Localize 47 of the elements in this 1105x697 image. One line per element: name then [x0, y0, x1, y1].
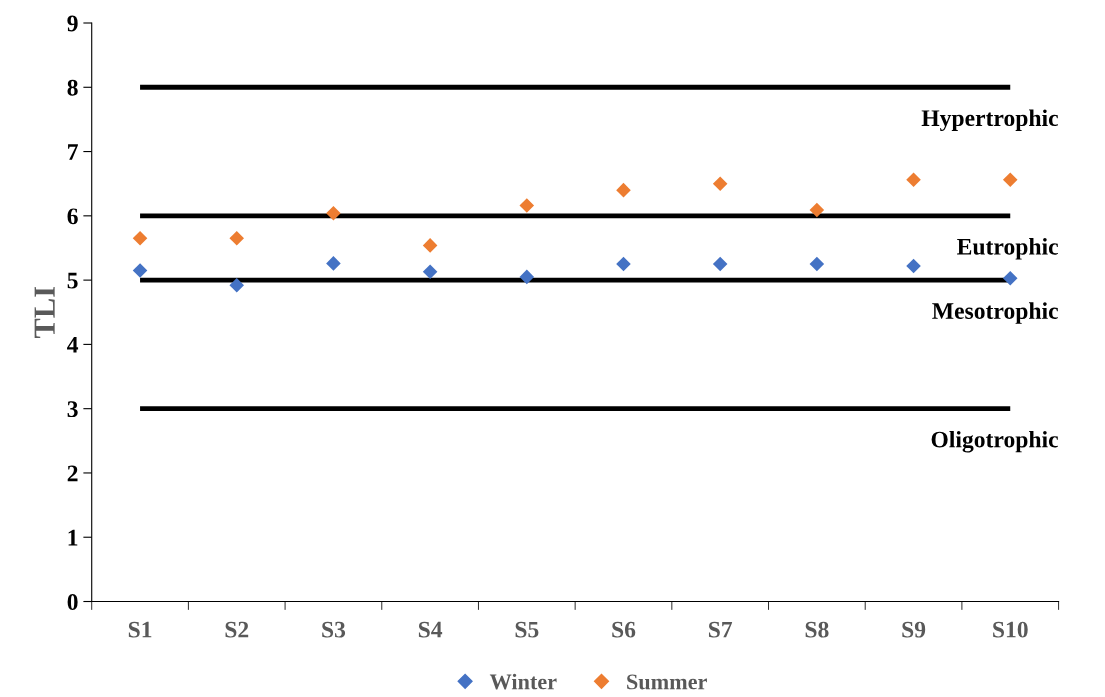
y-tick-label: 7	[68, 144, 78, 160]
y-tick-label: 0	[67, 594, 78, 610]
point	[229, 277, 245, 293]
point	[132, 263, 148, 278]
y-tick-label: 3	[67, 401, 78, 418]
x-tick-label: S4	[418, 621, 443, 638]
point	[1002, 270, 1018, 286]
y-tick-label: 1	[68, 529, 78, 546]
x-tick-label: S2	[225, 621, 249, 638]
y-tick-label: 4	[67, 337, 79, 353]
x-tick-label: S6	[612, 621, 636, 638]
point	[616, 256, 631, 272]
point	[712, 256, 728, 272]
y-tick-label: 8	[67, 79, 78, 96]
ref-line-label: Oligotrophic	[931, 430, 1058, 453]
point	[809, 202, 825, 218]
x-tick-label: S8	[805, 621, 829, 638]
y-tick-label: 9	[67, 15, 78, 32]
ref-line-label: Eutrophic	[957, 238, 1058, 260]
y-tick-label: 5	[67, 272, 78, 289]
point	[809, 256, 825, 272]
y-axis-title: TLI	[34, 286, 55, 339]
point	[229, 231, 245, 246]
y-tick-label: 2	[67, 465, 78, 482]
x-tick-label: S10	[993, 621, 1028, 638]
x-tick-label: S7	[708, 621, 733, 638]
point	[326, 256, 341, 271]
point	[519, 198, 535, 213]
x-tick-label: S1	[128, 621, 152, 638]
legend-label: Winter	[489, 673, 557, 690]
point	[132, 231, 148, 246]
x-tick-label: S3	[322, 621, 346, 638]
point	[616, 182, 631, 198]
point	[1002, 172, 1018, 188]
ref-line-label: Mesotrophic	[932, 302, 1058, 324]
point	[906, 172, 921, 188]
point	[712, 176, 728, 191]
x-tick-label: S5	[515, 621, 539, 638]
point	[422, 264, 438, 280]
point	[422, 238, 438, 253]
x-tick-label: S9	[902, 621, 926, 638]
y-tick-label: 6	[67, 208, 78, 225]
point	[519, 269, 535, 285]
legend-label: Summer	[627, 674, 707, 690]
ref-line-label: Hypertrophic	[921, 109, 1058, 131]
point	[906, 258, 921, 274]
point	[326, 205, 341, 221]
